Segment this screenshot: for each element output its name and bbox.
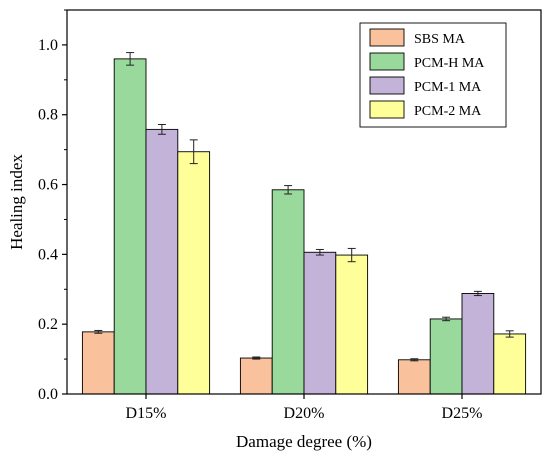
bar — [177, 151, 211, 395]
legend-swatch — [369, 28, 405, 47]
x-axis-title: Damage degree (%) — [236, 432, 372, 451]
x-tick-label: D25% — [442, 405, 483, 422]
bar — [239, 357, 273, 395]
legend-label: PCM-1 MA — [414, 80, 482, 95]
error-bar-group — [94, 52, 514, 362]
y-tick-label: 0.2 — [38, 316, 58, 333]
bar — [81, 331, 115, 395]
bar — [303, 251, 337, 395]
bar — [461, 293, 495, 395]
y-tick-label: 0.6 — [38, 177, 58, 194]
legend-label: SBS MA — [414, 32, 466, 47]
bar — [145, 128, 179, 395]
y-tick-label: 0.0 — [38, 386, 58, 403]
bar — [271, 189, 305, 395]
legend: SBS MA PCM-H MA PCM-1 MA PCM-2 MA — [359, 22, 507, 128]
legend-label: PCM-H MA — [414, 56, 485, 71]
bar — [335, 254, 369, 395]
y-tick-label: 0.4 — [38, 246, 58, 263]
x-tick-label: D15% — [126, 405, 167, 422]
bar — [429, 318, 463, 395]
bar — [493, 333, 527, 395]
x-tick-label: D20% — [284, 405, 325, 422]
y-axis-title: Healing index — [7, 154, 26, 250]
y-tick-label: 0.8 — [38, 107, 58, 124]
bar — [397, 359, 431, 395]
legend-swatch — [369, 76, 405, 95]
y-tick-label: 1.0 — [38, 37, 58, 54]
y-axis: 0.0 0.2 0.4 0.6 0.8 1.0 — [38, 9, 67, 403]
bar — [113, 58, 147, 395]
x-axis: D15% D20% D25% — [126, 394, 483, 422]
legend-swatch — [369, 52, 405, 71]
legend-swatch — [369, 100, 405, 119]
legend-label: PCM-2 MA — [414, 104, 482, 119]
